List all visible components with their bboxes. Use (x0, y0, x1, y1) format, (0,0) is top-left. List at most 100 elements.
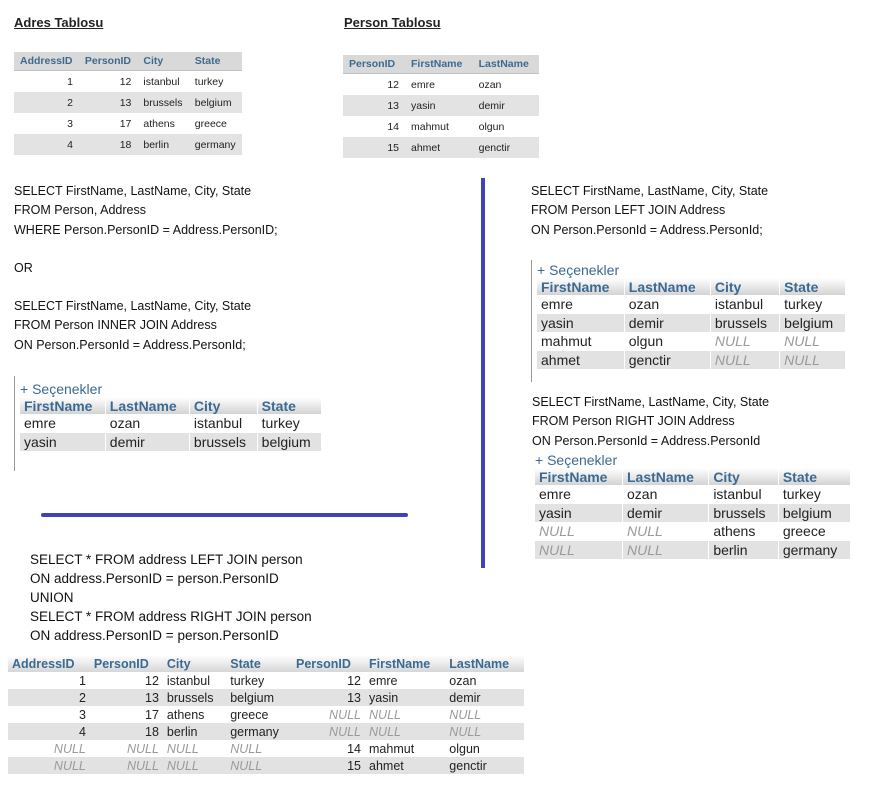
col-header[interactable]: AddressID (14, 52, 79, 71)
table-row[interactable]: 1 12 istanbul turkey 12 emre ozan (8, 672, 524, 689)
table-cell: demir (445, 689, 524, 706)
union-table: AddressID PersonID City State PersonID F… (8, 655, 524, 774)
table-cell: berlin (162, 723, 227, 740)
col-header[interactable]: FirstName (365, 655, 446, 672)
table-header: FirstName LastName City State (535, 468, 852, 485)
table-row[interactable]: NULL NULL NULL NULL 15 ahmet genctir (8, 757, 524, 774)
person-table: PersonID FirstName LastName 12 emre ozan 13… (343, 55, 539, 158)
col-header[interactable]: City (189, 397, 258, 414)
table-row[interactable]: ahmet genctir NULL NULL (537, 350, 846, 369)
table-cell: emre (537, 295, 625, 314)
right-join-query: SELECT FirstName, LastName, City, State … (532, 395, 770, 448)
table-cell: 2 (8, 689, 90, 706)
table-cell: berlin (137, 134, 189, 155)
table-row[interactable]: NULL NULL berlin germany (535, 540, 852, 559)
options-link[interactable]: + Seçenekler (535, 452, 618, 468)
table-cell: olgun (445, 740, 524, 757)
table-row[interactable]: yasin demir brussels belgium (537, 313, 846, 332)
union-query: SELECT * FROM address LEFT JOIN person O… (30, 552, 312, 643)
table-cell: genctir (624, 350, 711, 369)
table-cell: 12 (343, 73, 405, 95)
table-row[interactable]: mahmut olgun NULL NULL (537, 332, 846, 351)
table-row[interactable]: 4 18 berlin germany NULL NULL NULL (8, 723, 524, 740)
table-cell: brussels (189, 432, 258, 451)
col-header[interactable]: State (779, 278, 846, 295)
table-row[interactable]: 12 emre ozan (343, 73, 539, 95)
table-cell: genctir (472, 137, 539, 158)
table-cell: NULL (535, 540, 623, 559)
table-row[interactable]: 14 mahmut olgun (343, 116, 539, 137)
table-cell: brussels (710, 313, 781, 332)
adres-table-title: Adres Tablosu (14, 15, 104, 30)
table-row[interactable]: 13 yasin demir (343, 95, 539, 116)
col-header[interactable]: PersonID (78, 52, 138, 71)
col-header[interactable]: State (257, 397, 323, 414)
table-cell: NULL (710, 332, 781, 351)
table-cell: ahmet (405, 137, 473, 158)
col-header[interactable]: FirstName (20, 397, 106, 414)
table-row[interactable]: NULL NULL NULL NULL 14 mahmut olgun (8, 740, 524, 757)
table-row[interactable]: emre ozan istanbul turkey (535, 485, 852, 504)
table-cell: belgium (188, 92, 242, 113)
table-cell: mahmut (537, 332, 625, 351)
table-cell: NULL (622, 540, 710, 559)
table-row[interactable]: 1 12 istanbul turkey (14, 70, 242, 92)
col-header[interactable]: PersonID (343, 55, 405, 74)
table-cell: 3 (14, 113, 79, 134)
col-header[interactable]: FirstName (535, 468, 623, 485)
table-row[interactable]: yasin demir brussels belgium (20, 432, 323, 451)
table-row[interactable]: emre ozan istanbul turkey (537, 295, 846, 314)
table-cell: 13 (292, 689, 366, 706)
col-header[interactable]: LastName (105, 397, 190, 414)
col-header[interactable]: LastName (622, 468, 710, 485)
table-row[interactable]: yasin demir brussels belgium (535, 503, 852, 522)
table-cell: NULL (226, 740, 292, 757)
table-row[interactable]: NULL NULL athens greece (535, 522, 852, 541)
col-header[interactable]: LastName (472, 55, 539, 74)
table-row[interactable]: 15 ahmet genctir (343, 137, 539, 158)
table-cell: brussels (708, 503, 779, 522)
col-header[interactable]: City (137, 52, 189, 71)
table-cell: yasin (405, 95, 473, 116)
table-cell: emre (405, 73, 473, 95)
col-header[interactable]: City (162, 655, 227, 672)
table-cell: berlin (708, 540, 779, 559)
table-cell: turkey (226, 672, 292, 689)
col-header[interactable]: PersonID (89, 655, 163, 672)
table-cell: turkey (257, 414, 323, 433)
or-label: OR (14, 261, 33, 275)
table-row[interactable]: 2 13 brussels belgium 13 yasin demir (8, 689, 524, 706)
table-row[interactable]: 2 13 brussels belgium (14, 92, 242, 113)
table-cell: 13 (78, 92, 138, 113)
table-cell: turkey (778, 485, 852, 504)
col-header[interactable]: FirstName (537, 278, 625, 295)
table-cell: turkey (779, 295, 846, 314)
col-header[interactable]: State (188, 52, 242, 71)
table-row[interactable]: 3 17 athens greece (14, 113, 242, 134)
col-header[interactable]: PersonID (292, 655, 366, 672)
col-header[interactable]: State (778, 468, 852, 485)
inner-join-result: + Seçenekler FirstName LastName City Sta… (14, 376, 325, 471)
table-header: FirstName LastName City State (537, 278, 846, 295)
col-header[interactable]: City (710, 278, 781, 295)
table-cell: ahmet (537, 350, 625, 369)
options-link[interactable]: + Seçenekler (537, 262, 620, 278)
options-link[interactable]: + Seçenekler (20, 381, 103, 397)
table-cell: germany (188, 134, 242, 155)
col-header[interactable]: State (226, 655, 292, 672)
col-header[interactable]: LastName (624, 278, 711, 295)
table-row[interactable]: 3 17 athens greece NULL NULL NULL (8, 706, 524, 723)
col-header[interactable]: AddressID (8, 655, 90, 672)
table-cell: mahmut (405, 116, 473, 137)
col-header[interactable]: City (708, 468, 779, 485)
col-header[interactable]: FirstName (405, 55, 473, 74)
col-header[interactable]: LastName (445, 655, 524, 672)
table-cell: athens (162, 706, 227, 723)
table-cell: greece (778, 522, 852, 541)
table-row[interactable]: emre ozan istanbul turkey (20, 414, 323, 433)
table-cell: NULL (445, 706, 524, 723)
table-row[interactable]: 4 18 berlin germany (14, 134, 242, 155)
table-cell: ozan (472, 73, 539, 95)
table-cell: mahmut (365, 740, 446, 757)
table-cell: 4 (8, 723, 90, 740)
